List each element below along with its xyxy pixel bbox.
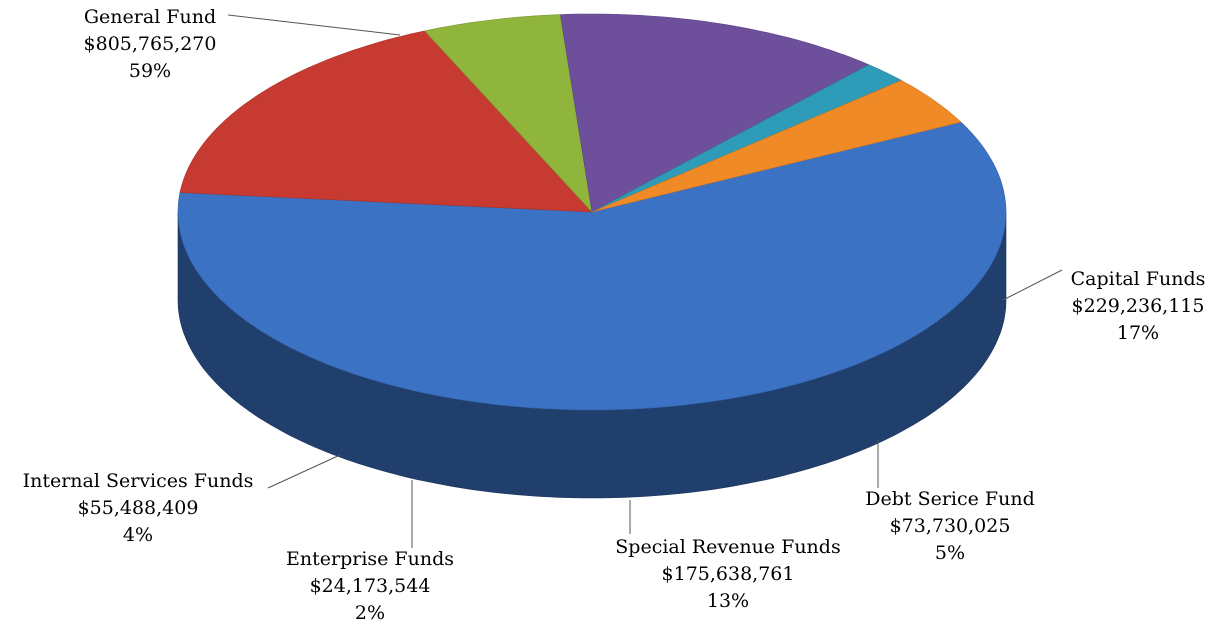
slice — [179, 30, 593, 213]
value-label: $55,488,409 — [78, 497, 199, 519]
percent-label: 13% — [707, 590, 749, 612]
slice — [591, 80, 962, 213]
slice — [560, 13, 870, 213]
percent-label: 17% — [1117, 322, 1159, 344]
percent-label: 59% — [129, 60, 171, 82]
percent-label: 4% — [123, 524, 153, 546]
percent-label: 5% — [935, 542, 965, 564]
leader-line — [267, 454, 341, 489]
slice-label: Internal Services Funds — [23, 470, 254, 492]
slice — [424, 14, 593, 213]
percent-label: 2% — [355, 602, 385, 624]
slice-label: Enterprise Funds — [286, 548, 454, 570]
slice-label: Capital Funds — [1071, 268, 1206, 290]
slice-label: Debt Serice Fund — [865, 488, 1034, 510]
value-label: $175,638,761 — [662, 563, 795, 585]
slice — [591, 64, 903, 213]
pie-tops — [177, 13, 1007, 411]
value-label: $229,236,115 — [1072, 295, 1205, 317]
value-label: $805,765,270 — [84, 33, 217, 55]
value-label: $24,173,544 — [310, 575, 431, 597]
slice-label: General Fund — [84, 6, 216, 28]
slice-label: Special Revenue Funds — [615, 536, 840, 558]
leader-line — [227, 14, 401, 36]
value-label: $73,730,025 — [890, 515, 1011, 537]
slice — [177, 121, 1007, 411]
leader-line — [1002, 269, 1063, 301]
